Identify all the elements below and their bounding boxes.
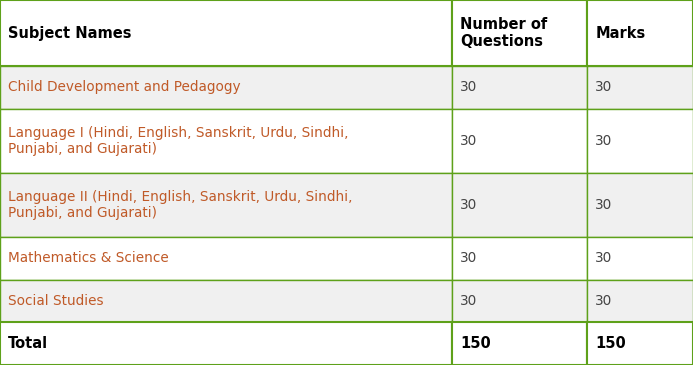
Text: Mathematics & Science: Mathematics & Science — [8, 251, 169, 265]
Bar — [452, 322, 587, 365]
Bar — [587, 66, 693, 109]
Bar — [587, 322, 693, 365]
Bar — [0, 173, 452, 237]
Text: Social Studies: Social Studies — [8, 294, 104, 308]
Text: 30: 30 — [460, 251, 477, 265]
Bar — [0, 66, 452, 109]
Text: Language I (Hindi, English, Sanskrit, Urdu, Sindhi,
Punjabi, and Gujarati): Language I (Hindi, English, Sanskrit, Ur… — [8, 126, 349, 156]
Text: 30: 30 — [460, 80, 477, 95]
Text: Language II (Hindi, English, Sanskrit, Urdu, Sindhi,
Punjabi, and Gujarati): Language II (Hindi, English, Sanskrit, U… — [8, 190, 353, 220]
Bar — [587, 0, 693, 66]
Text: 30: 30 — [595, 134, 613, 148]
Bar — [587, 109, 693, 173]
Bar — [587, 280, 693, 322]
Text: 30: 30 — [595, 198, 613, 212]
Text: Child Development and Pedagogy: Child Development and Pedagogy — [8, 80, 241, 95]
Bar — [0, 109, 452, 173]
Text: Marks: Marks — [595, 26, 646, 41]
Bar — [452, 66, 587, 109]
Bar — [452, 109, 587, 173]
Text: 30: 30 — [460, 134, 477, 148]
Bar — [452, 0, 587, 66]
Text: 30: 30 — [460, 294, 477, 308]
Text: 30: 30 — [595, 294, 613, 308]
Text: 150: 150 — [460, 336, 491, 351]
Text: Total: Total — [8, 336, 49, 351]
Bar — [0, 280, 452, 322]
Bar — [587, 237, 693, 280]
Bar — [587, 173, 693, 237]
Bar — [452, 280, 587, 322]
Text: 150: 150 — [595, 336, 626, 351]
Text: 30: 30 — [595, 251, 613, 265]
Text: Number of
Questions: Number of Questions — [460, 17, 547, 49]
Text: 30: 30 — [595, 80, 613, 95]
Bar — [452, 173, 587, 237]
Text: Subject Names: Subject Names — [8, 26, 132, 41]
Bar — [0, 237, 452, 280]
Bar — [0, 322, 452, 365]
Bar — [0, 0, 452, 66]
Text: 30: 30 — [460, 198, 477, 212]
Bar — [452, 237, 587, 280]
